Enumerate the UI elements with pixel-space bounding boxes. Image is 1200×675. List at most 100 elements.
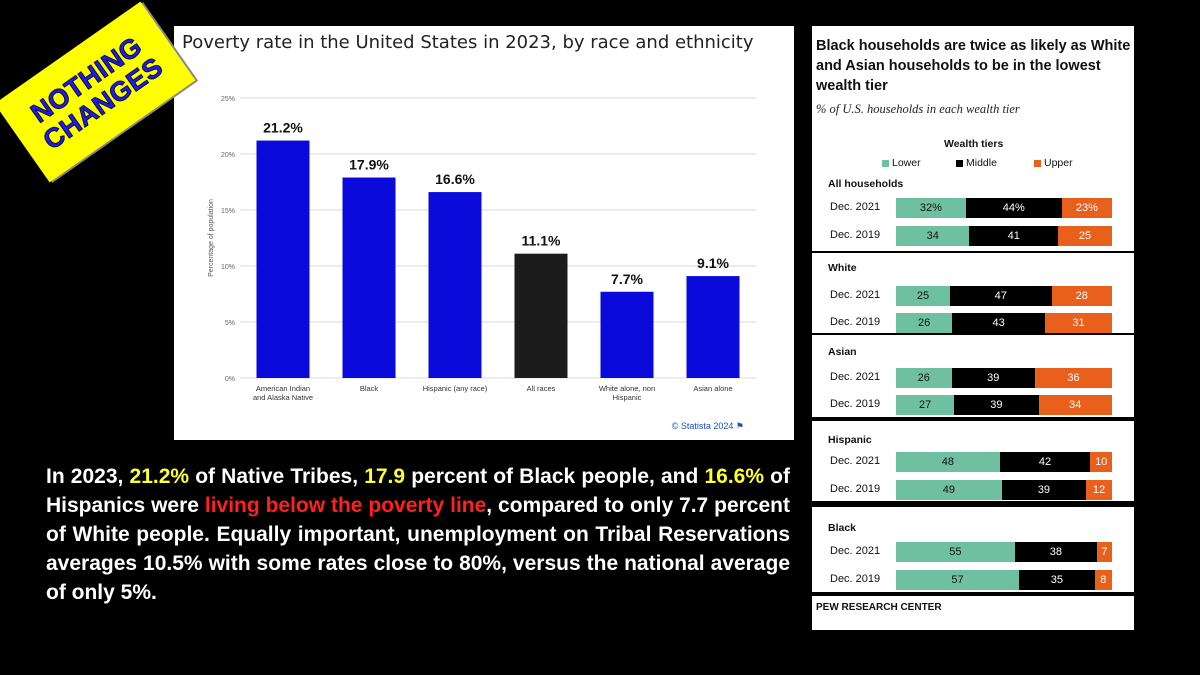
caption-part: percent of Black people, and [405, 465, 705, 488]
bar-segment-lower: 57 [896, 570, 1020, 590]
y-tick-label: 15% [221, 208, 235, 215]
nothing-changes-sticker: NOTHING CHANGES [0, 1, 196, 183]
bar-segment-upper: 28 [1051, 286, 1112, 306]
legend-middle: Middle [956, 157, 997, 169]
row-label: Dec. 2019 [830, 398, 881, 410]
legend-swatch-middle [956, 159, 963, 167]
stacked-bar: 55 38 7 [896, 542, 1112, 562]
data-label: 16.6% [435, 171, 475, 187]
bar-segment-lower: 34 [896, 226, 970, 246]
x-tick-label: White alone, non [599, 384, 655, 393]
stacked-bar: 25 47 28 [896, 286, 1112, 306]
data-label: 17.9% [349, 157, 389, 173]
bar-segment-middle: 47 [950, 286, 1052, 306]
highlight-black: 17.9 [364, 465, 406, 488]
stacked-bar: 34 41 25 [896, 226, 1112, 246]
bar-segment-middle: 39 [951, 368, 1035, 388]
highlight-hispanic: 16.6% [704, 465, 765, 488]
bar-segment-lower: 25 [896, 286, 950, 306]
legend-label-upper: Upper [1044, 157, 1073, 169]
bar-segment-middle: 39 [1001, 480, 1087, 500]
caption-part: of Native Tribes, [189, 465, 365, 488]
data-label: 9.1% [697, 255, 729, 271]
data-label: 7.7% [611, 271, 643, 287]
bar-segment-upper: 36 [1034, 368, 1112, 388]
bar-segment-middle: 41 [969, 226, 1058, 246]
bar-segment-upper: 25 [1057, 226, 1112, 246]
pew-title: Black households are twice as likely as … [816, 38, 1131, 94]
group-label: White [828, 262, 857, 274]
y-tick-label: 5% [225, 320, 235, 327]
bar-segment-upper: 7 [1096, 542, 1112, 562]
bar-segment-lower: 27 [896, 395, 955, 415]
stacked-bar: 26 43 31 [896, 313, 1112, 333]
bar-segment-lower: 32% [896, 198, 966, 218]
y-tick-label: 10% [221, 264, 235, 271]
bar-segment-middle: 43 [952, 313, 1046, 333]
bar [686, 276, 740, 378]
row-label: Dec. 2019 [830, 573, 881, 585]
legend-label-lower: Lower [892, 157, 921, 169]
caption-part: of Hispanics were [46, 465, 790, 517]
highlight-poverty-line: living below the poverty line [204, 494, 487, 517]
legend-title: Wealth tiers [944, 138, 1004, 150]
bar-segment-lower: 49 [896, 480, 1002, 500]
x-tick-label: Hispanic [613, 393, 642, 402]
chart-title: Poverty rate in the United States in 202… [182, 32, 754, 53]
x-tick-label: Hispanic (any race) [423, 384, 488, 393]
bar-segment-upper: 34 [1038, 395, 1112, 415]
row-label: Dec. 2021 [830, 371, 881, 383]
poverty-chart-panel: Poverty rate in the United States in 202… [174, 26, 794, 440]
legend-lower: Lower [882, 157, 921, 169]
bar-segment-upper: 12 [1086, 480, 1112, 500]
highlight-native: 21.2% [129, 465, 190, 488]
stacked-bar: 27 39 34 [896, 395, 1112, 415]
row-label: Dec. 2021 [830, 455, 881, 467]
bar [600, 291, 654, 378]
wealth-tier-chart-panel: Black households are twice as likely as … [812, 26, 1136, 630]
x-tick-label: All races [527, 384, 556, 393]
group-label: Black [828, 522, 857, 534]
row-label: Dec. 2019 [830, 316, 881, 328]
bar [514, 253, 568, 378]
bar [342, 177, 396, 378]
legend-label-middle: Middle [966, 157, 997, 169]
bar-segment-middle: 42 [999, 452, 1091, 472]
row-label: Dec. 2019 [830, 229, 881, 241]
stacked-bar: 49 39 12 [896, 480, 1112, 500]
caption-part: In 2023, [46, 465, 130, 488]
bar-segment-lower: 55 [896, 542, 1015, 562]
bar [428, 192, 482, 378]
x-tick-label: Black [360, 384, 379, 393]
legend-swatch-lower [882, 159, 889, 167]
bar-segment-lower: 48 [896, 452, 1000, 472]
caption-part: , compared to only 7.7 percent of White … [46, 494, 790, 604]
row-label: Dec. 2019 [830, 483, 881, 495]
group-label: All households [828, 178, 904, 190]
pew-source: PEW RESEARCH CENTER [816, 602, 942, 613]
bar-segment-lower: 26 [896, 368, 952, 388]
x-tick-label: and Alaska Native [253, 393, 313, 402]
stacked-bar: 48 42 10 [896, 452, 1112, 472]
legend-swatch-upper [1034, 159, 1041, 167]
data-label: 11.1% [522, 233, 561, 249]
data-label: 21.2% [263, 120, 303, 136]
stacked-bar: 32% 44% 23% [896, 198, 1112, 218]
statista-credit[interactable]: © Statista 2024 ⚑ [672, 421, 744, 432]
legend-upper: Upper [1034, 157, 1073, 169]
stacked-bar: 26 39 36 [896, 368, 1112, 388]
bar-segment-lower: 26 [896, 313, 953, 333]
bar-segment-middle: 39 [954, 395, 1039, 415]
bar-segment-upper: 31 [1045, 313, 1112, 333]
x-tick-label: Asian alone [693, 384, 732, 393]
bar-segment-upper: 23% [1061, 198, 1112, 218]
statista-credit-text: © Statista 2024 [671, 421, 734, 431]
row-label: Dec. 2021 [830, 201, 881, 213]
y-tick-label: 20% [221, 152, 235, 159]
pew-subtitle: % of U.S. households in each wealth tier [816, 102, 1020, 116]
bar-segment-upper: 10 [1090, 452, 1112, 472]
flag-icon: ⚑ [735, 421, 744, 431]
bar-segment-middle: 44% [965, 198, 1062, 218]
pew-footer-box: PEW RESEARCH CENTER [812, 596, 1134, 630]
group-label: Hispanic [828, 434, 872, 446]
